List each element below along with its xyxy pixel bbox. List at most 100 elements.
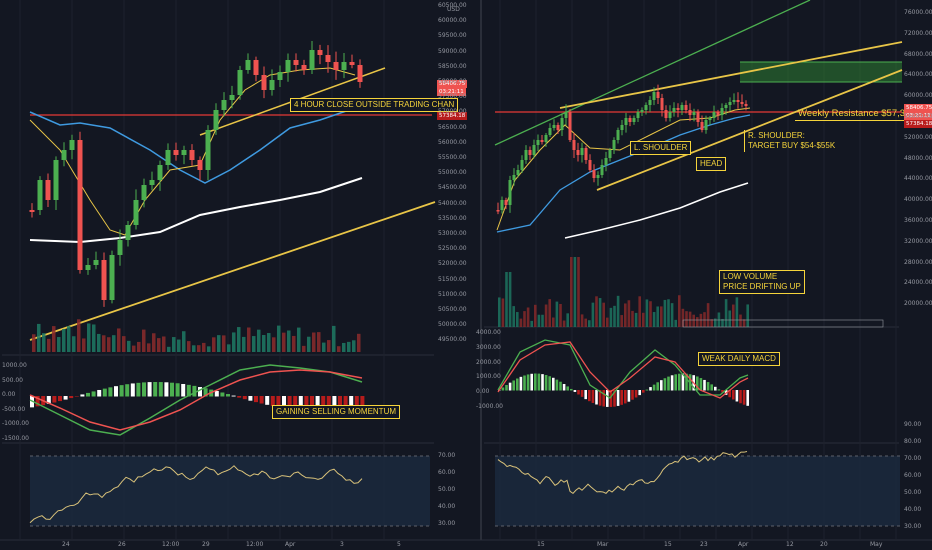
left-candle <box>333 62 339 70</box>
left-price-axis-label: 52000.00 <box>438 260 467 268</box>
right-volume-box <box>682 319 884 328</box>
left-price-axis-label: 57000.00 <box>438 108 467 116</box>
left-candle <box>317 50 323 55</box>
right-volume-bar <box>663 299 667 327</box>
right-volume-bar <box>526 307 530 327</box>
left-candle <box>117 240 123 255</box>
left-candle <box>109 255 115 300</box>
left-candle <box>165 150 171 165</box>
right-macd-bar <box>670 375 674 391</box>
right-candle <box>500 200 504 210</box>
right-candle <box>676 108 680 110</box>
left-volume-bar <box>232 332 236 352</box>
right-volume-bar <box>667 299 670 327</box>
right-volume-bar <box>681 308 685 327</box>
left-signal-line <box>29 369 363 431</box>
left-time-axis-label: 5 <box>397 541 401 548</box>
left-rsi-axis-label: 50.00 <box>438 486 456 493</box>
right-volume-bar <box>674 319 677 327</box>
left-volume-bar <box>217 335 221 352</box>
left-macd-axis-label: -500.00 <box>2 405 26 413</box>
right-candle <box>580 148 584 155</box>
left-volume-bar <box>272 337 276 352</box>
left-price-axis-label: 50000.00 <box>438 321 467 329</box>
right-candle <box>532 145 536 155</box>
right-macd-bar <box>728 390 731 398</box>
right-volume-bar <box>501 298 505 327</box>
right-price-axis-label: 56000.00 <box>904 113 932 120</box>
right-volume-bar <box>656 306 659 327</box>
right-macd-bar <box>552 377 555 391</box>
left-candle <box>37 180 43 210</box>
left-macd-bar <box>242 396 247 400</box>
right-macd-bar <box>523 375 526 391</box>
left-ma-blue <box>29 107 356 184</box>
right-candle <box>584 148 588 160</box>
left-macd-bar <box>158 382 163 397</box>
annotation-weekly-resistance: Weekly Resistance $57,300 <box>795 108 919 121</box>
right-time-axis-label: 23 <box>700 541 708 548</box>
right-macd-bar <box>570 388 573 391</box>
left-macd-bar <box>175 383 180 397</box>
left-volume-bar <box>347 341 351 352</box>
right-candle <box>672 108 676 112</box>
right-volume-bar <box>627 300 631 327</box>
right-candle <box>516 170 520 175</box>
right-volume-bar <box>595 296 598 327</box>
left-candle <box>133 200 139 225</box>
right-candle <box>496 210 500 212</box>
right-volume-bar <box>685 311 688 327</box>
left-candle <box>173 150 179 155</box>
right-macd-bar <box>631 390 634 400</box>
right-macd-bar <box>584 390 587 400</box>
right-rsi-axis-label: 30.00 <box>904 523 922 530</box>
right-macd-axis-label: 1000.00 <box>476 373 501 381</box>
annotation-low-volume-line1: LOW VOLUME <box>723 272 778 281</box>
left-volume-bar <box>317 332 321 352</box>
right-volume-bar <box>638 296 641 327</box>
left-macd-axis-label: 1000.00 <box>2 362 27 369</box>
left-volume-bar <box>172 337 176 352</box>
left-candle <box>269 80 275 90</box>
left-macd-bar <box>46 396 51 404</box>
left-volume-bar <box>157 338 161 352</box>
right-volume-bar <box>724 299 728 327</box>
left-macd-bar <box>153 382 158 397</box>
right-volume-bar <box>642 312 645 327</box>
right-volume-bar <box>732 304 735 327</box>
left-rsi-axis-label: 30.00 <box>438 520 456 527</box>
left-price-axis-label: 52500.00 <box>438 245 467 253</box>
left-volume-bar <box>62 328 66 352</box>
left-time-axis-label: 3 <box>340 541 344 548</box>
right-candle <box>508 180 512 205</box>
right-candle <box>704 120 708 130</box>
right-macd-bar <box>562 383 566 391</box>
right-ma-white <box>564 182 749 239</box>
left-rsi-axis-label: 40.00 <box>438 503 456 510</box>
left-ma-white <box>29 177 363 244</box>
right-macd-bar <box>501 387 505 391</box>
left-candle <box>53 160 59 200</box>
right-candle <box>628 118 632 122</box>
left-volume-bar <box>177 339 181 352</box>
right-volume-bar <box>624 303 627 327</box>
right-volume-bar <box>634 312 638 327</box>
left-candle <box>205 130 211 170</box>
left-macd-bar <box>136 382 141 397</box>
right-volume-bar <box>606 317 609 327</box>
annotation-low-volume: LOW VOLUME PRICE DRIFTING UP <box>719 270 805 294</box>
right-price-tag-level: 57384.18 <box>904 120 932 128</box>
left-macd-bar <box>125 384 130 397</box>
left-price-axis-label: 53000.00 <box>438 230 467 237</box>
right-volume-bar <box>573 257 577 327</box>
left-price-axis-label: 57500.00 <box>438 93 467 101</box>
left-macd-bar <box>108 387 113 397</box>
left-volume-bar <box>127 340 131 352</box>
right-volume-bar <box>544 304 548 327</box>
left-volume-bar <box>132 345 136 352</box>
left-time-axis-label: 26 <box>118 541 126 548</box>
left-candle <box>45 180 51 200</box>
left-volume-bar <box>197 345 201 352</box>
right-rsi-axis-label: 80.00 <box>904 438 922 445</box>
annotation-4h-close-outside-channel: 4 HOUR CLOSE OUTSIDE TRADING CHAN <box>290 98 459 112</box>
